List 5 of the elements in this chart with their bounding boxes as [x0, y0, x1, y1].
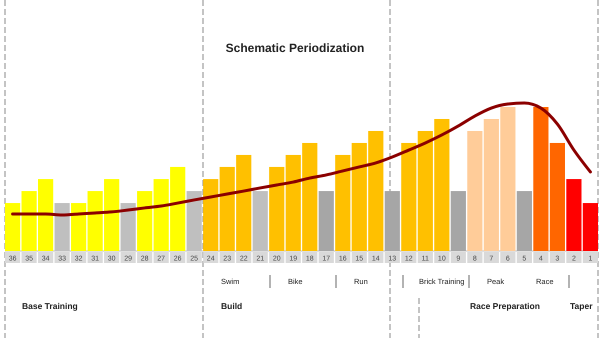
text: Base Training	[22, 301, 78, 311]
text: Build	[221, 301, 242, 311]
chart-title: Schematic Periodization	[226, 41, 364, 55]
text: Taper	[570, 301, 594, 311]
text: Race Preparation	[470, 301, 540, 311]
